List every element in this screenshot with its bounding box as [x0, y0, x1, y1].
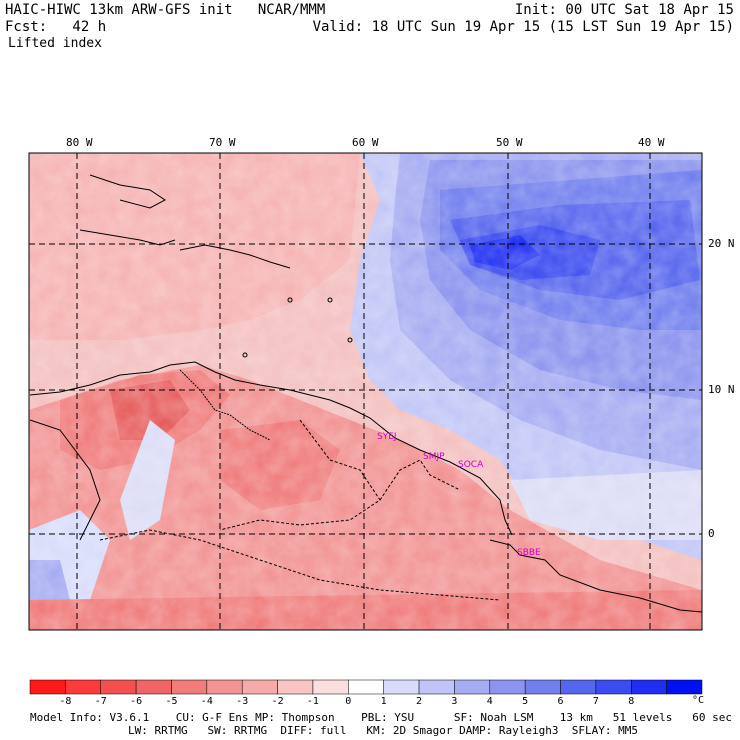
colorbar-swatch [206, 679, 243, 695]
station-label: SYEJ [377, 432, 397, 442]
graticule [29, 153, 702, 630]
colorbar-tick-label: 7 [592, 696, 599, 707]
colorbar-swatch [560, 679, 597, 695]
colorbar-tick-label: -4 [200, 696, 213, 707]
colorbar-tick-label: 6 [557, 696, 564, 707]
lat-label-0: 0 [708, 527, 715, 540]
colorbar-swatch [277, 679, 314, 695]
colorbar [29, 679, 703, 695]
colorbar-tick-label: -5 [165, 696, 178, 707]
model-title: HAIC-HIWC 13km ARW-GFS init NCAR/MMM [5, 2, 326, 18]
colorbar-swatch [100, 679, 137, 695]
field-shading [29, 153, 702, 630]
lon-label-40w: 40 W [638, 136, 665, 149]
colorbar-swatch [595, 679, 632, 695]
lon-label-70w: 70 W [209, 136, 236, 149]
colorbar-swatch [348, 679, 384, 695]
lon-label-50w: 50 W [496, 136, 523, 149]
colorbar-unit: °C [691, 695, 705, 706]
lat-label-20n: 20 N [708, 237, 735, 250]
colorbar-tick-label: 0 [345, 696, 352, 707]
forecast-hour: Fcst: 42 h [5, 19, 107, 35]
colorbar-tick-label: 8 [628, 696, 635, 707]
field-name: Lifted index [8, 36, 102, 51]
colorbar-tick-label: 5 [522, 696, 529, 707]
colorbar-swatch [312, 679, 349, 695]
station-label: SBBE [517, 548, 541, 558]
colorbar-tick-label: -2 [271, 696, 284, 707]
init-time: Init: 00 UTC Sat 18 Apr 15 [514, 2, 734, 18]
colorbar-tick-label: -7 [94, 696, 107, 707]
colorbar-tick-label: 1 [380, 696, 387, 707]
lon-label-80w: 80 W [66, 136, 93, 149]
coastlines [29, 174, 702, 613]
colorbar-swatch [241, 679, 278, 695]
colorbar-swatch [418, 679, 455, 695]
valid-time: Valid: 18 UTC Sun 19 Apr 15 (15 LST Sun … [312, 19, 734, 35]
colorbar-tick-label: -6 [130, 696, 143, 707]
model-info-line2: LW: RRTMG SW: RRTMG DIFF: full KM: 2D Sm… [128, 724, 638, 737]
colorbar-tick-label: 4 [486, 696, 493, 707]
model-info-line1: Model Info: V3.6.1 CU: G-F Ens MP: Thomp… [30, 711, 732, 724]
colorbar-swatch [383, 679, 420, 695]
colorbar-tick-label: -1 [306, 696, 319, 707]
colorbar-tick-label: -3 [236, 696, 249, 707]
colorbar-swatch [454, 679, 491, 695]
colorbar-swatch [171, 679, 208, 695]
lon-label-60w: 60 W [352, 136, 379, 149]
map-frame [28, 152, 703, 631]
colorbar-swatch [135, 679, 172, 695]
colorbar-swatch [666, 679, 703, 695]
station-label: SMJP [423, 452, 445, 462]
colorbar-swatch [489, 679, 526, 695]
colorbar-tick-label: 3 [451, 696, 458, 707]
colorbar-tick-label: 2 [416, 696, 423, 707]
colorbar-swatch [524, 679, 561, 695]
colorbar-swatch [29, 679, 66, 695]
colorbar-swatch [65, 679, 101, 695]
station-label: SOCA [458, 460, 484, 470]
lat-label-10n: 10 N [708, 383, 735, 396]
colorbar-tick-label: -8 [59, 696, 72, 707]
colorbar-swatch [631, 679, 667, 695]
